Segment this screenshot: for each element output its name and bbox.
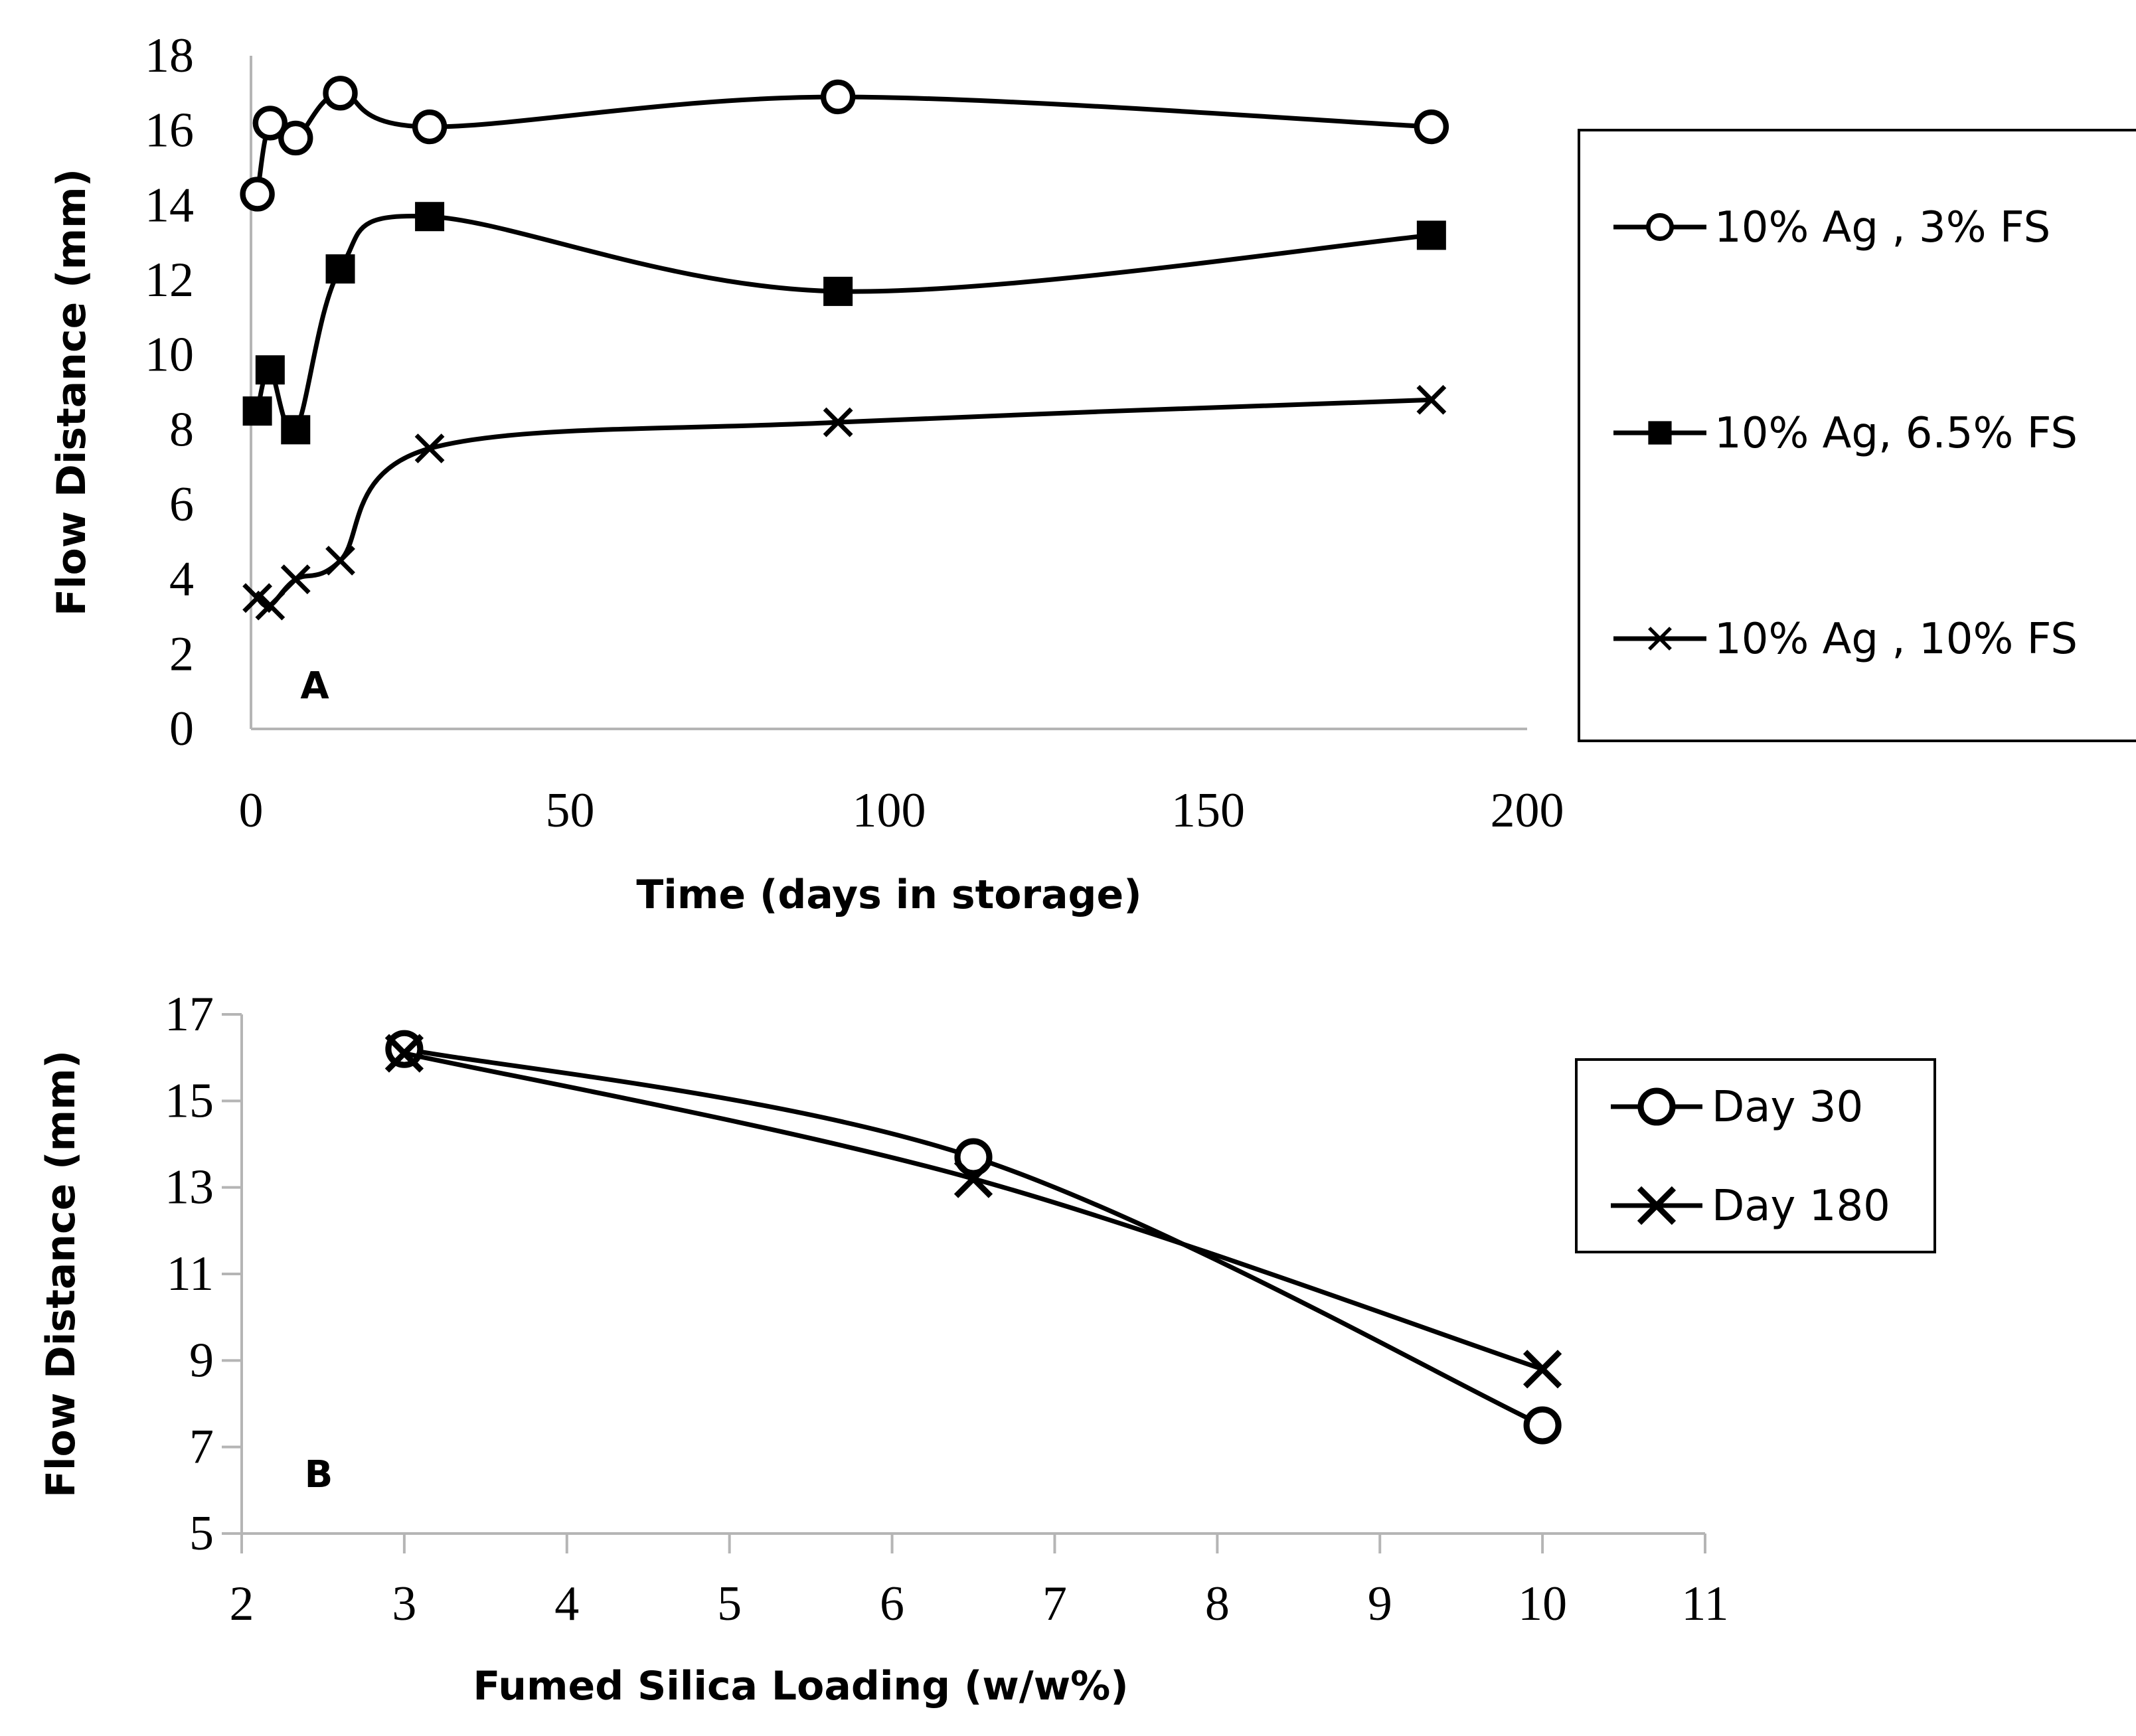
data-point xyxy=(385,1030,424,1068)
data-point xyxy=(1416,384,1447,415)
legend-marker xyxy=(1648,627,1672,651)
x-tick-label: 150 xyxy=(1171,783,1245,838)
series-2 xyxy=(242,202,1446,445)
data-point xyxy=(1416,220,1446,250)
data-point xyxy=(414,434,445,463)
legend: Day 30 Day 180 xyxy=(1575,1058,1936,1253)
data-point xyxy=(281,415,311,445)
data-point xyxy=(278,120,313,156)
y-axis-title: Flow Distance (mm) xyxy=(48,169,95,616)
panel-label: A xyxy=(300,665,329,708)
legend: 10% Ag , 3% FS 10% Ag, 6.5% FS 10% Ag , 10… xyxy=(1578,129,2136,742)
data-point xyxy=(323,76,358,111)
data-point xyxy=(255,355,285,385)
x-tick-label: 5 xyxy=(717,1577,742,1631)
y-tick-label: 14 xyxy=(145,178,194,232)
x-axis-title: Fumed Silica Loading (w/w%) xyxy=(473,1663,1128,1709)
x-tick-label: 100 xyxy=(853,783,926,838)
x-axis-title: Time (days in storage) xyxy=(636,872,1141,918)
series-line xyxy=(404,1051,1544,1372)
y-tick-label: 10 xyxy=(145,328,194,382)
data-point xyxy=(384,1034,424,1073)
legend-marker xyxy=(1637,1186,1677,1225)
y-tick-label: 18 xyxy=(145,29,194,83)
x-tick-label: 7 xyxy=(1042,1577,1067,1631)
data-point xyxy=(280,564,311,595)
data-point xyxy=(954,1138,993,1176)
x-tick-label: 10 xyxy=(1518,1577,1567,1631)
y-tick-label: 9 xyxy=(189,1333,214,1387)
legend-box xyxy=(1575,1058,1936,1253)
panel-label: B xyxy=(305,1453,333,1496)
chart-b: 5 7 9 11 13 15 17 2 3 4 5 6 7 8 9 10 11 Fumed Silica Load… xyxy=(38,987,1936,1709)
series-2 xyxy=(384,1034,1562,1389)
data-point xyxy=(240,177,275,212)
y-tick-label: 11 xyxy=(167,1247,214,1301)
legend-label: Day 30 xyxy=(1712,1083,1863,1132)
legend-label: 10% Ag, 6.5% FS xyxy=(1714,409,2078,458)
x-tick-label: 2 xyxy=(230,1577,254,1631)
y-axis-title: Flow Distance (mm) xyxy=(38,1050,84,1498)
x-tick-label: 8 xyxy=(1205,1577,1230,1631)
legend-entry: Day 30 xyxy=(1611,1083,1863,1132)
data-point xyxy=(1523,1406,1562,1445)
data-point xyxy=(1414,109,1449,145)
data-point xyxy=(415,202,445,232)
data-point xyxy=(953,1159,993,1198)
y-tick-label: 7 xyxy=(189,1420,214,1474)
legend-marker xyxy=(1646,213,1674,241)
legend-entry: Day 180 xyxy=(1611,1182,1890,1231)
legend-label: Day 180 xyxy=(1712,1182,1890,1231)
legend-entry: 10% Ag, 6.5% FS xyxy=(1613,409,2078,458)
y-tick-label: 8 xyxy=(169,402,194,457)
data-point xyxy=(325,254,355,284)
data-point xyxy=(820,79,856,115)
series-1 xyxy=(240,76,1449,212)
y-tick-label: 0 xyxy=(169,702,194,756)
series-line xyxy=(255,214,1432,435)
series-line xyxy=(404,1046,1544,1428)
y-tick-label: 16 xyxy=(145,104,194,158)
y-tick-label: 13 xyxy=(165,1160,214,1215)
y-tick-label: 2 xyxy=(169,627,194,681)
chart-a: 0 2 4 6 8 10 12 14 16 18 0 50 100 150 200 Time (days in… xyxy=(48,29,2136,918)
data-point xyxy=(1522,1350,1562,1389)
legend-marker xyxy=(1648,421,1672,445)
legend-entry: 10% Ag , 10% FS xyxy=(1613,615,2078,664)
series-1 xyxy=(385,1030,1562,1445)
x-tick-label: 200 xyxy=(1491,783,1564,838)
data-point xyxy=(242,396,272,426)
x-tick-label: 3 xyxy=(392,1577,416,1631)
x-tick-label: 4 xyxy=(554,1577,579,1631)
x-tick-label: 9 xyxy=(1368,1577,1392,1631)
y-tick-label: 6 xyxy=(169,477,194,532)
x-tick-label: 11 xyxy=(1681,1577,1728,1631)
x-tick-label: 6 xyxy=(880,1577,904,1631)
x-tick-label: 0 xyxy=(239,783,264,838)
data-point xyxy=(823,276,853,306)
data-point xyxy=(252,106,288,141)
legend-marker xyxy=(1637,1087,1676,1126)
y-tick-label: 17 xyxy=(165,987,214,1042)
series-3 xyxy=(242,384,1447,621)
x-tick-label: 50 xyxy=(546,783,595,838)
legend-entry: 10% Ag , 3% FS xyxy=(1613,203,2050,252)
data-point xyxy=(325,546,355,576)
data-point xyxy=(412,109,448,145)
data-point xyxy=(255,590,286,621)
legend-label: 10% Ag , 3% FS xyxy=(1714,203,2050,252)
data-point xyxy=(823,407,853,437)
y-tick-label: 12 xyxy=(145,253,194,307)
legend-label: 10% Ag , 10% FS xyxy=(1714,615,2078,664)
y-tick-label: 15 xyxy=(165,1073,214,1128)
y-tick-label: 4 xyxy=(169,552,194,607)
y-tick-label: 5 xyxy=(189,1506,214,1561)
